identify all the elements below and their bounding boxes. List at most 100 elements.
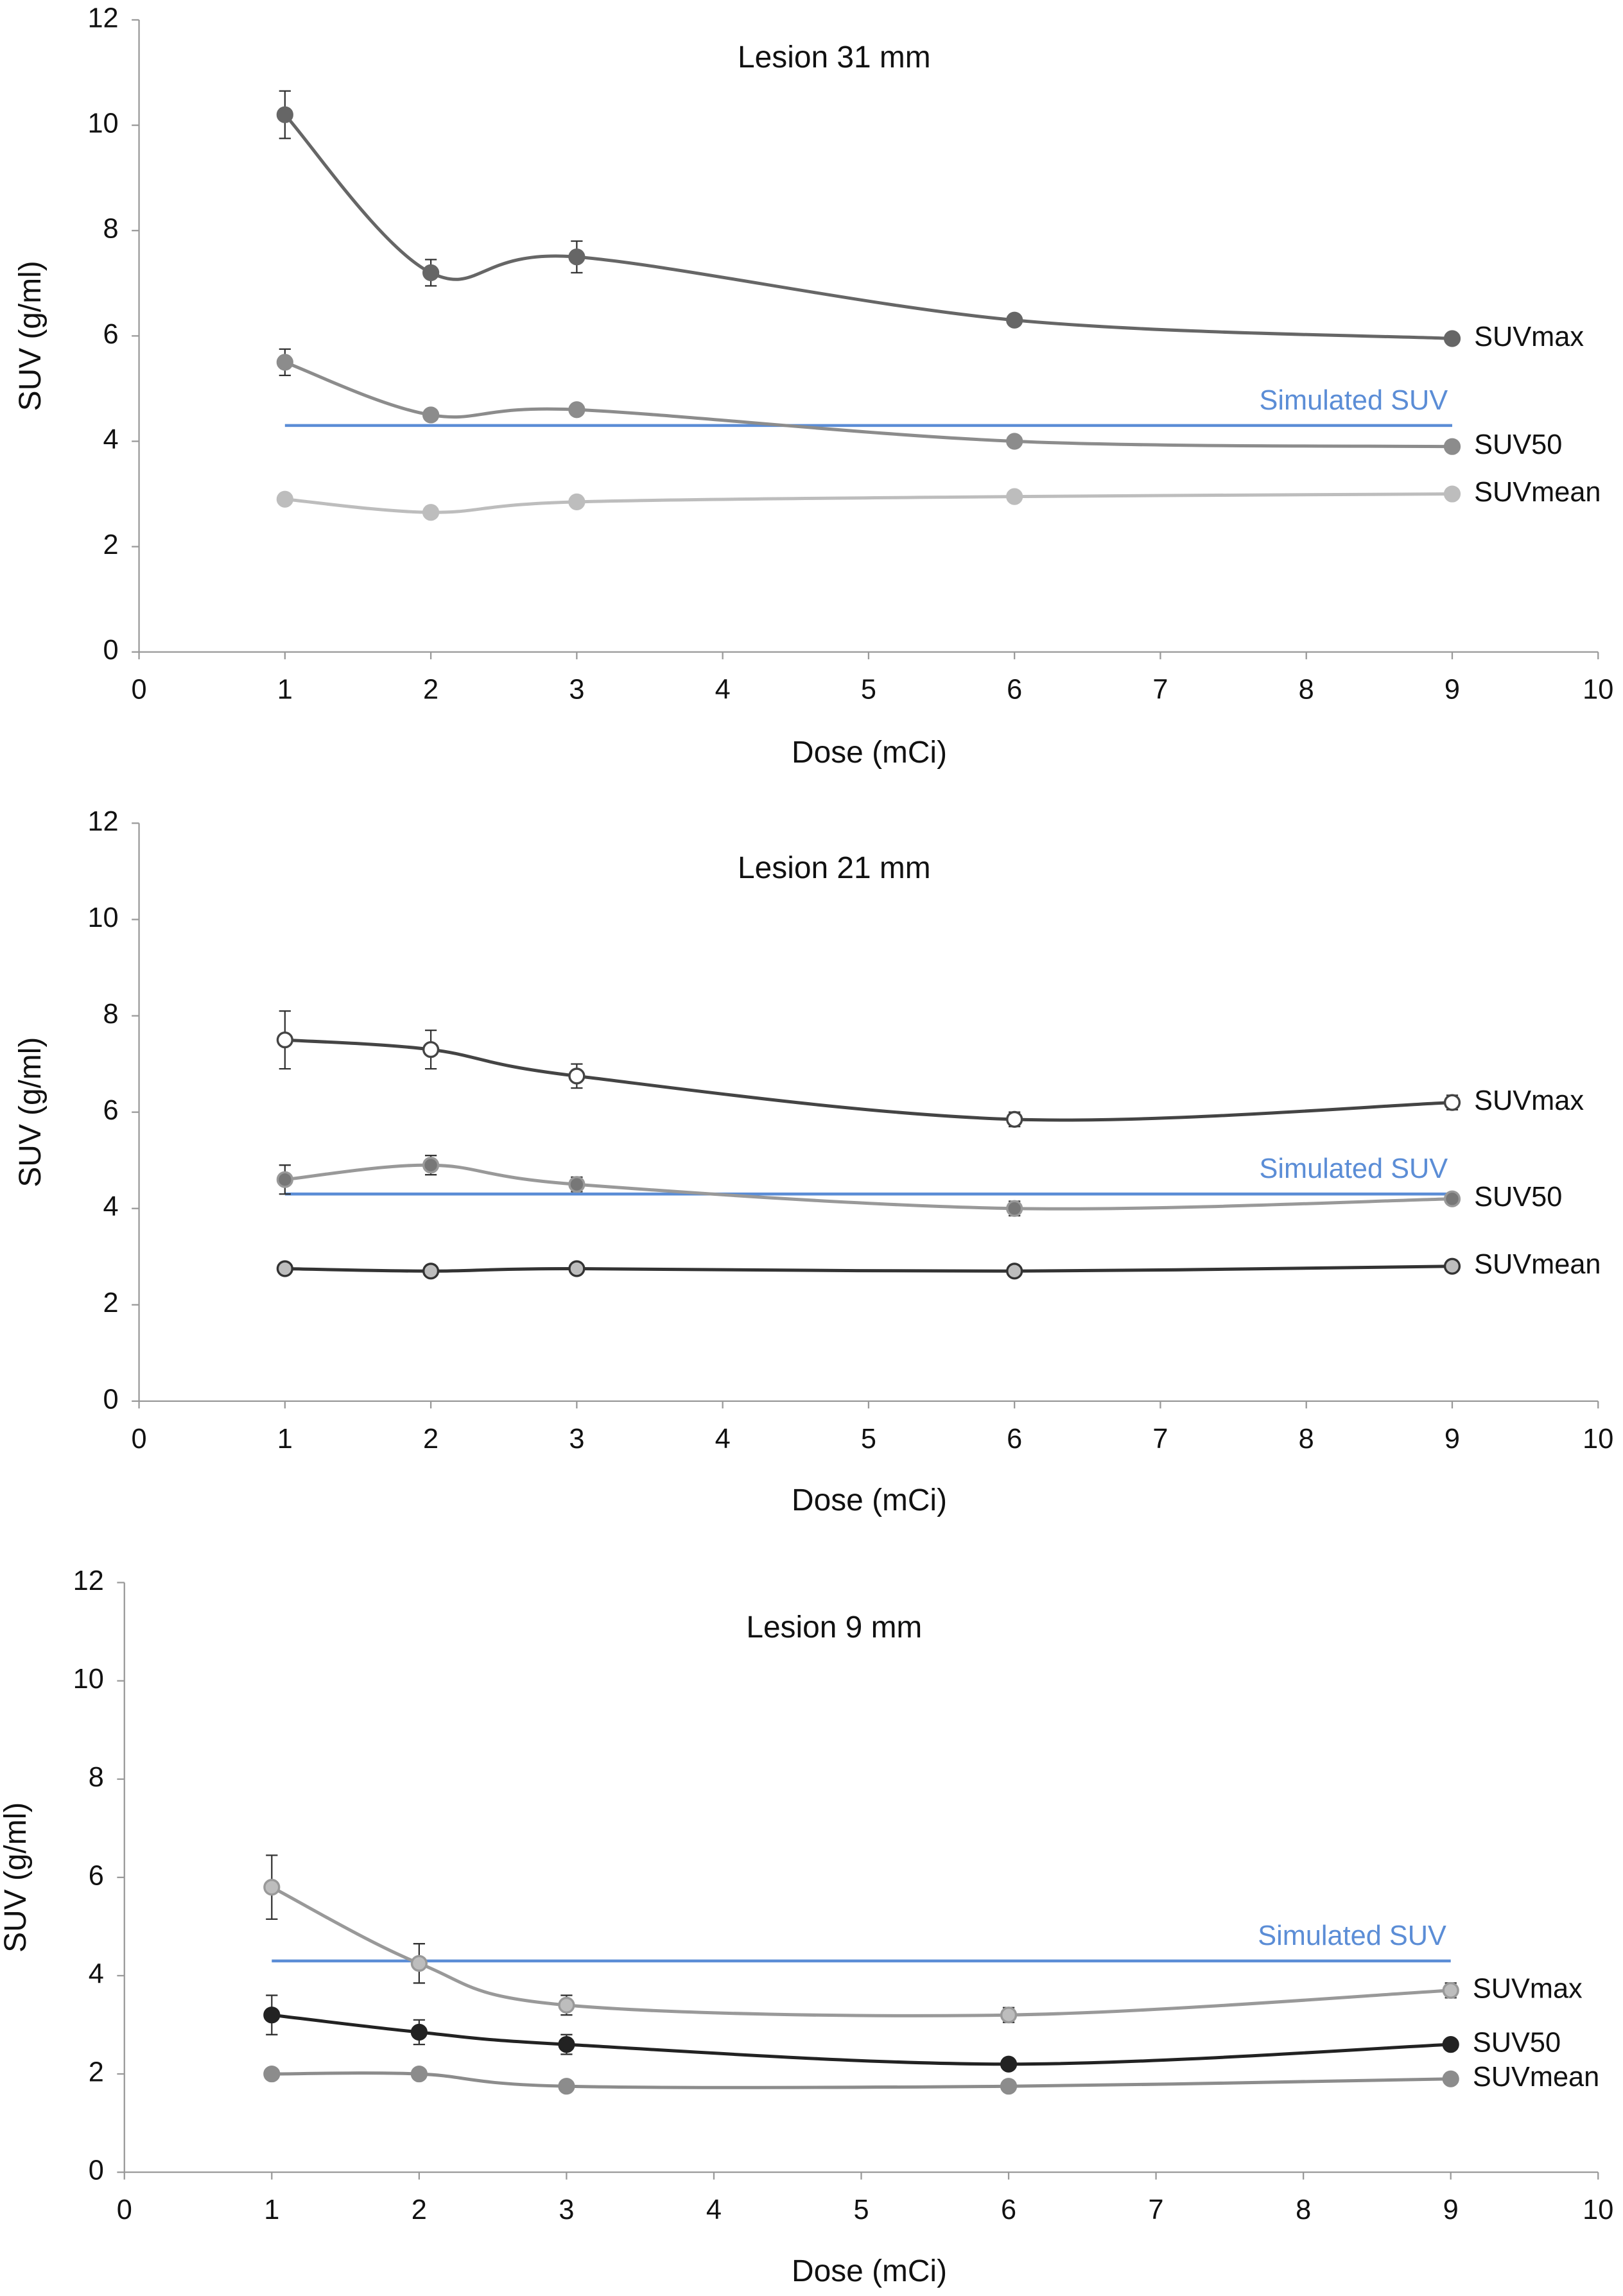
data-point xyxy=(410,2065,428,2083)
series-label: SUV50 xyxy=(1473,2028,1561,2059)
data-point xyxy=(1006,1263,1023,1280)
reference-label: Simulated SUV xyxy=(1260,385,1448,416)
data-point xyxy=(422,504,440,521)
x-tick-label: 9 xyxy=(1443,2195,1459,2225)
data-point xyxy=(422,264,440,281)
y-tick-label: 10 xyxy=(73,1664,104,1695)
x-tick-label: 4 xyxy=(715,675,731,705)
x-tick-label: 1 xyxy=(264,2195,279,2225)
data-point xyxy=(410,1955,428,1972)
reference-label: Simulated SUV xyxy=(1258,1921,1446,1951)
data-point xyxy=(276,106,293,123)
data-point xyxy=(1443,330,1461,347)
y-tick-label: 12 xyxy=(87,3,118,33)
data-point xyxy=(1006,1200,1023,1217)
data-point xyxy=(263,1879,281,1896)
x-tick-label: 8 xyxy=(1296,2195,1311,2225)
x-tick-label: 3 xyxy=(569,1424,584,1454)
x-tick-label: 6 xyxy=(1001,2195,1016,2225)
x-tick-label: 0 xyxy=(117,2195,132,2225)
x-tick-label: 7 xyxy=(1149,2195,1164,2225)
data-point xyxy=(1006,311,1023,329)
y-tick-label: 2 xyxy=(103,530,119,560)
series-line xyxy=(284,1038,1453,1122)
y-tick-label: 4 xyxy=(89,1958,104,1989)
x-tick-label: 6 xyxy=(1007,675,1022,705)
series-line xyxy=(283,113,1453,340)
x-tick-label: 3 xyxy=(559,2195,574,2225)
x-tick-label: 1 xyxy=(277,675,293,705)
x-tick-label: 4 xyxy=(715,1424,731,1454)
x-tick-label: 7 xyxy=(1152,675,1168,705)
series-line xyxy=(272,2071,1451,2089)
data-point xyxy=(1443,1190,1461,1207)
x-tick-label: 9 xyxy=(1445,1424,1460,1454)
x-tick-label: 5 xyxy=(861,675,876,705)
series-line xyxy=(284,361,1453,449)
data-point xyxy=(422,1157,440,1174)
x-tick-label: 5 xyxy=(861,1424,876,1454)
data-point xyxy=(568,1176,586,1193)
y-tick-label: 4 xyxy=(103,1191,119,1222)
y-axis-label: SUV (g/ml) xyxy=(13,261,48,411)
y-tick-label: 2 xyxy=(103,1288,119,1318)
series-label: SUV50 xyxy=(1474,1182,1562,1213)
data-point xyxy=(1443,1257,1461,1275)
data-point xyxy=(1006,1110,1023,1128)
data-point xyxy=(422,406,440,424)
x-tick-label: 0 xyxy=(132,1424,147,1454)
series-label: SUVmean xyxy=(1474,477,1601,508)
data-point xyxy=(568,248,586,266)
series-line xyxy=(272,2013,1451,2066)
y-tick-label: 4 xyxy=(103,424,119,455)
x-tick-label: 4 xyxy=(706,2195,722,2225)
data-point xyxy=(1443,1094,1461,1111)
data-point xyxy=(1000,2007,1018,2024)
x-tick-label: 9 xyxy=(1445,675,1460,705)
x-axis-label: Dose (mCi) xyxy=(792,2254,947,2288)
data-point xyxy=(1443,438,1461,455)
data-point xyxy=(263,2007,281,2024)
y-tick-label: 6 xyxy=(89,1860,104,1891)
series-label: SUVmean xyxy=(1473,2062,1599,2093)
x-tick-label: 6 xyxy=(1007,1424,1022,1454)
series-label: SUVmax xyxy=(1474,322,1584,352)
x-tick-label: 0 xyxy=(132,675,147,705)
x-tick-label: 10 xyxy=(1583,2195,1613,2225)
series-line xyxy=(284,1163,1453,1211)
x-tick-label: 3 xyxy=(569,675,584,705)
data-point xyxy=(276,1031,293,1049)
data-point xyxy=(276,1171,293,1188)
data-point xyxy=(422,1040,440,1058)
y-tick-label: 8 xyxy=(103,214,119,245)
chart-title: Lesion 31 mm xyxy=(738,40,931,74)
y-tick-label: 12 xyxy=(87,806,118,837)
y-tick-label: 10 xyxy=(87,902,118,933)
y-tick-label: 12 xyxy=(73,1566,104,1596)
data-point xyxy=(558,2078,575,2095)
data-point xyxy=(568,493,586,510)
y-tick-label: 10 xyxy=(87,108,118,139)
y-tick-label: 6 xyxy=(103,1095,119,1126)
x-tick-label: 2 xyxy=(423,1424,438,1454)
data-point xyxy=(276,354,293,371)
data-point xyxy=(263,2065,281,2083)
data-point xyxy=(1006,488,1023,505)
x-tick-label: 8 xyxy=(1299,1424,1314,1454)
data-point xyxy=(558,2036,575,2053)
series-line xyxy=(284,1265,1453,1273)
series-label: SUV50 xyxy=(1474,429,1562,460)
data-point xyxy=(1442,2070,1459,2087)
y-tick-label: 8 xyxy=(89,1762,104,1793)
data-point xyxy=(1000,2055,1018,2073)
data-point xyxy=(410,2023,428,2041)
x-axis-label: Dose (mCi) xyxy=(792,1483,947,1517)
y-tick-label: 6 xyxy=(103,319,119,350)
y-tick-label: 2 xyxy=(89,2057,104,2088)
data-point xyxy=(568,401,586,419)
y-tick-label: 0 xyxy=(89,2155,104,2186)
data-point xyxy=(558,1996,575,2014)
data-point xyxy=(1006,433,1023,450)
